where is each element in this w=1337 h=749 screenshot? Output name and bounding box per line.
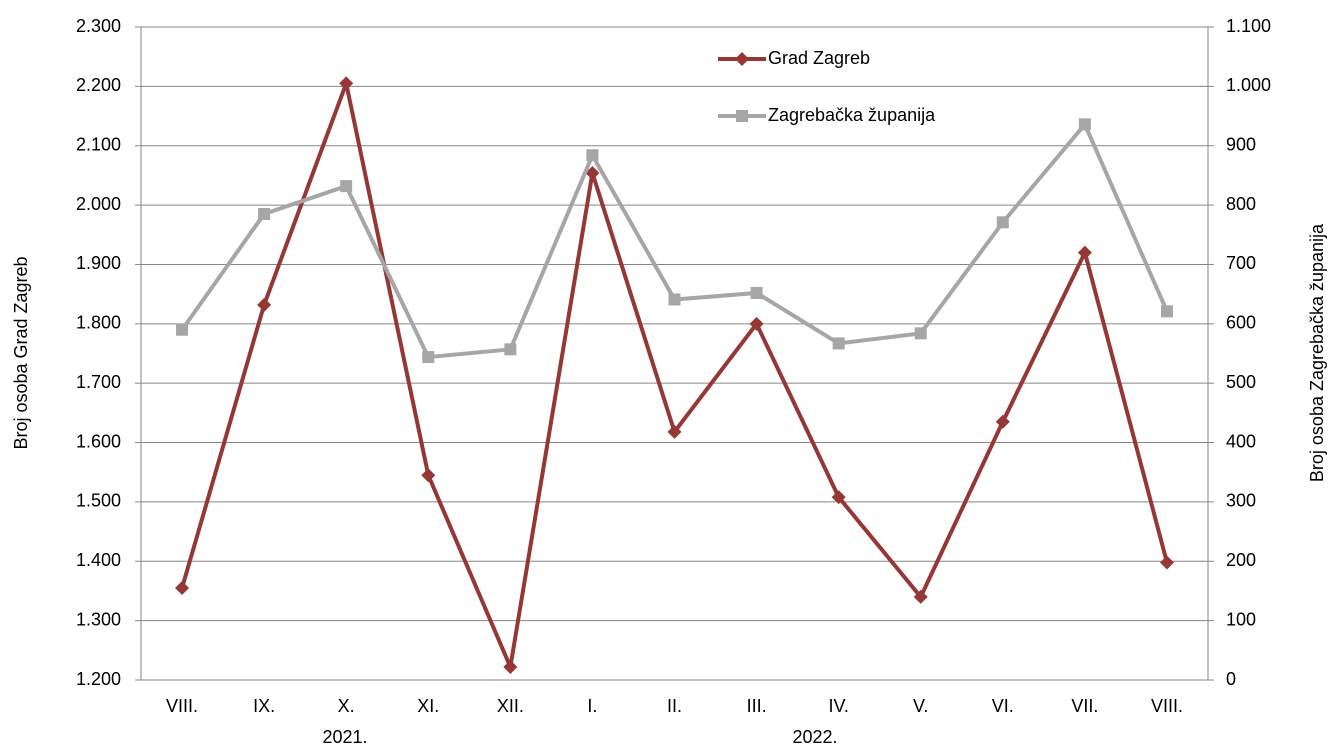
x-tick-label: XI.	[417, 696, 439, 716]
y2-tick-label: 1.000	[1226, 75, 1271, 95]
data-point	[996, 216, 1009, 229]
data-point	[585, 166, 600, 181]
data-point	[339, 76, 354, 91]
x-tick-label: X.	[338, 696, 355, 716]
x-tick-label: V.	[913, 696, 928, 716]
legend-label: Grad Zagreb	[768, 48, 870, 68]
legend-label: Zagrebačka županija	[768, 105, 936, 125]
series-line	[180, 120, 1169, 360]
data-point	[421, 468, 436, 483]
year-label: 2021.	[322, 727, 367, 747]
year-label: 2022.	[792, 727, 837, 747]
legend-marker	[735, 52, 749, 66]
data-point	[914, 327, 927, 340]
y2-tick-label: 0	[1226, 669, 1236, 689]
data-point	[750, 286, 763, 299]
x-tick-label: VIII.	[1151, 696, 1183, 716]
data-point	[176, 323, 189, 336]
y2-tick-label: 300	[1226, 491, 1256, 511]
data-point	[422, 351, 435, 364]
data-point	[504, 343, 517, 356]
y2-tick-label: 700	[1226, 253, 1256, 273]
x-tick-label: III.	[747, 696, 767, 716]
y-tick-label: 1.700	[76, 372, 121, 392]
y2-axis-label: Broj osoba Zagrebačka županija	[1307, 223, 1327, 482]
y2-tick-label: 400	[1226, 431, 1256, 451]
data-point	[586, 149, 599, 162]
y-tick-label: 1.500	[76, 491, 121, 511]
y-tick-label: 2.000	[76, 194, 121, 214]
data-point	[832, 337, 845, 350]
data-point	[1078, 118, 1091, 131]
x-tick-label: I.	[587, 696, 597, 716]
data-point	[831, 490, 846, 505]
series-line	[180, 76, 1169, 675]
data-point	[175, 580, 190, 595]
data-point	[995, 414, 1010, 429]
y-tick-label: 1.900	[76, 253, 121, 273]
data-point	[913, 589, 928, 604]
data-point	[257, 297, 272, 312]
y-tick-label: 1.300	[76, 609, 121, 629]
legend-marker	[736, 110, 748, 122]
y-tick-label: 1.200	[76, 669, 121, 689]
y-axis-label: Broj osoba Grad Zagreb	[11, 256, 31, 449]
y2-tick-label: 900	[1226, 134, 1256, 154]
y2-tick-label: 800	[1226, 194, 1256, 214]
x-tick-label: VI.	[992, 696, 1014, 716]
x-tick-label: IV.	[828, 696, 848, 716]
data-point	[667, 424, 682, 439]
y2-tick-label: 1.100	[1226, 16, 1271, 36]
x-tick-label: VIII.	[166, 696, 198, 716]
y-tick-label: 2.300	[76, 16, 121, 36]
data-point	[340, 180, 353, 193]
data-point	[258, 207, 271, 220]
y-tick-label: 2.100	[76, 134, 121, 154]
y-tick-label: 1.400	[76, 550, 121, 570]
data-point	[1159, 555, 1174, 570]
y2-tick-label: 500	[1226, 372, 1256, 392]
x-tick-label: II.	[667, 696, 682, 716]
data-point	[668, 293, 681, 306]
data-point	[1160, 305, 1173, 318]
y2-tick-label: 100	[1226, 609, 1256, 629]
data-point	[1077, 245, 1092, 260]
x-tick-label: IX.	[253, 696, 275, 716]
data-point	[503, 659, 518, 674]
y2-tick-label: 200	[1226, 550, 1256, 570]
x-tick-label: XII.	[497, 696, 524, 716]
y2-tick-label: 600	[1226, 313, 1256, 333]
y-tick-label: 1.600	[76, 431, 121, 451]
x-tick-label: VII.	[1071, 696, 1098, 716]
y-tick-label: 2.200	[76, 75, 121, 95]
data-point	[749, 316, 764, 331]
y-tick-label: 1.800	[76, 313, 121, 333]
